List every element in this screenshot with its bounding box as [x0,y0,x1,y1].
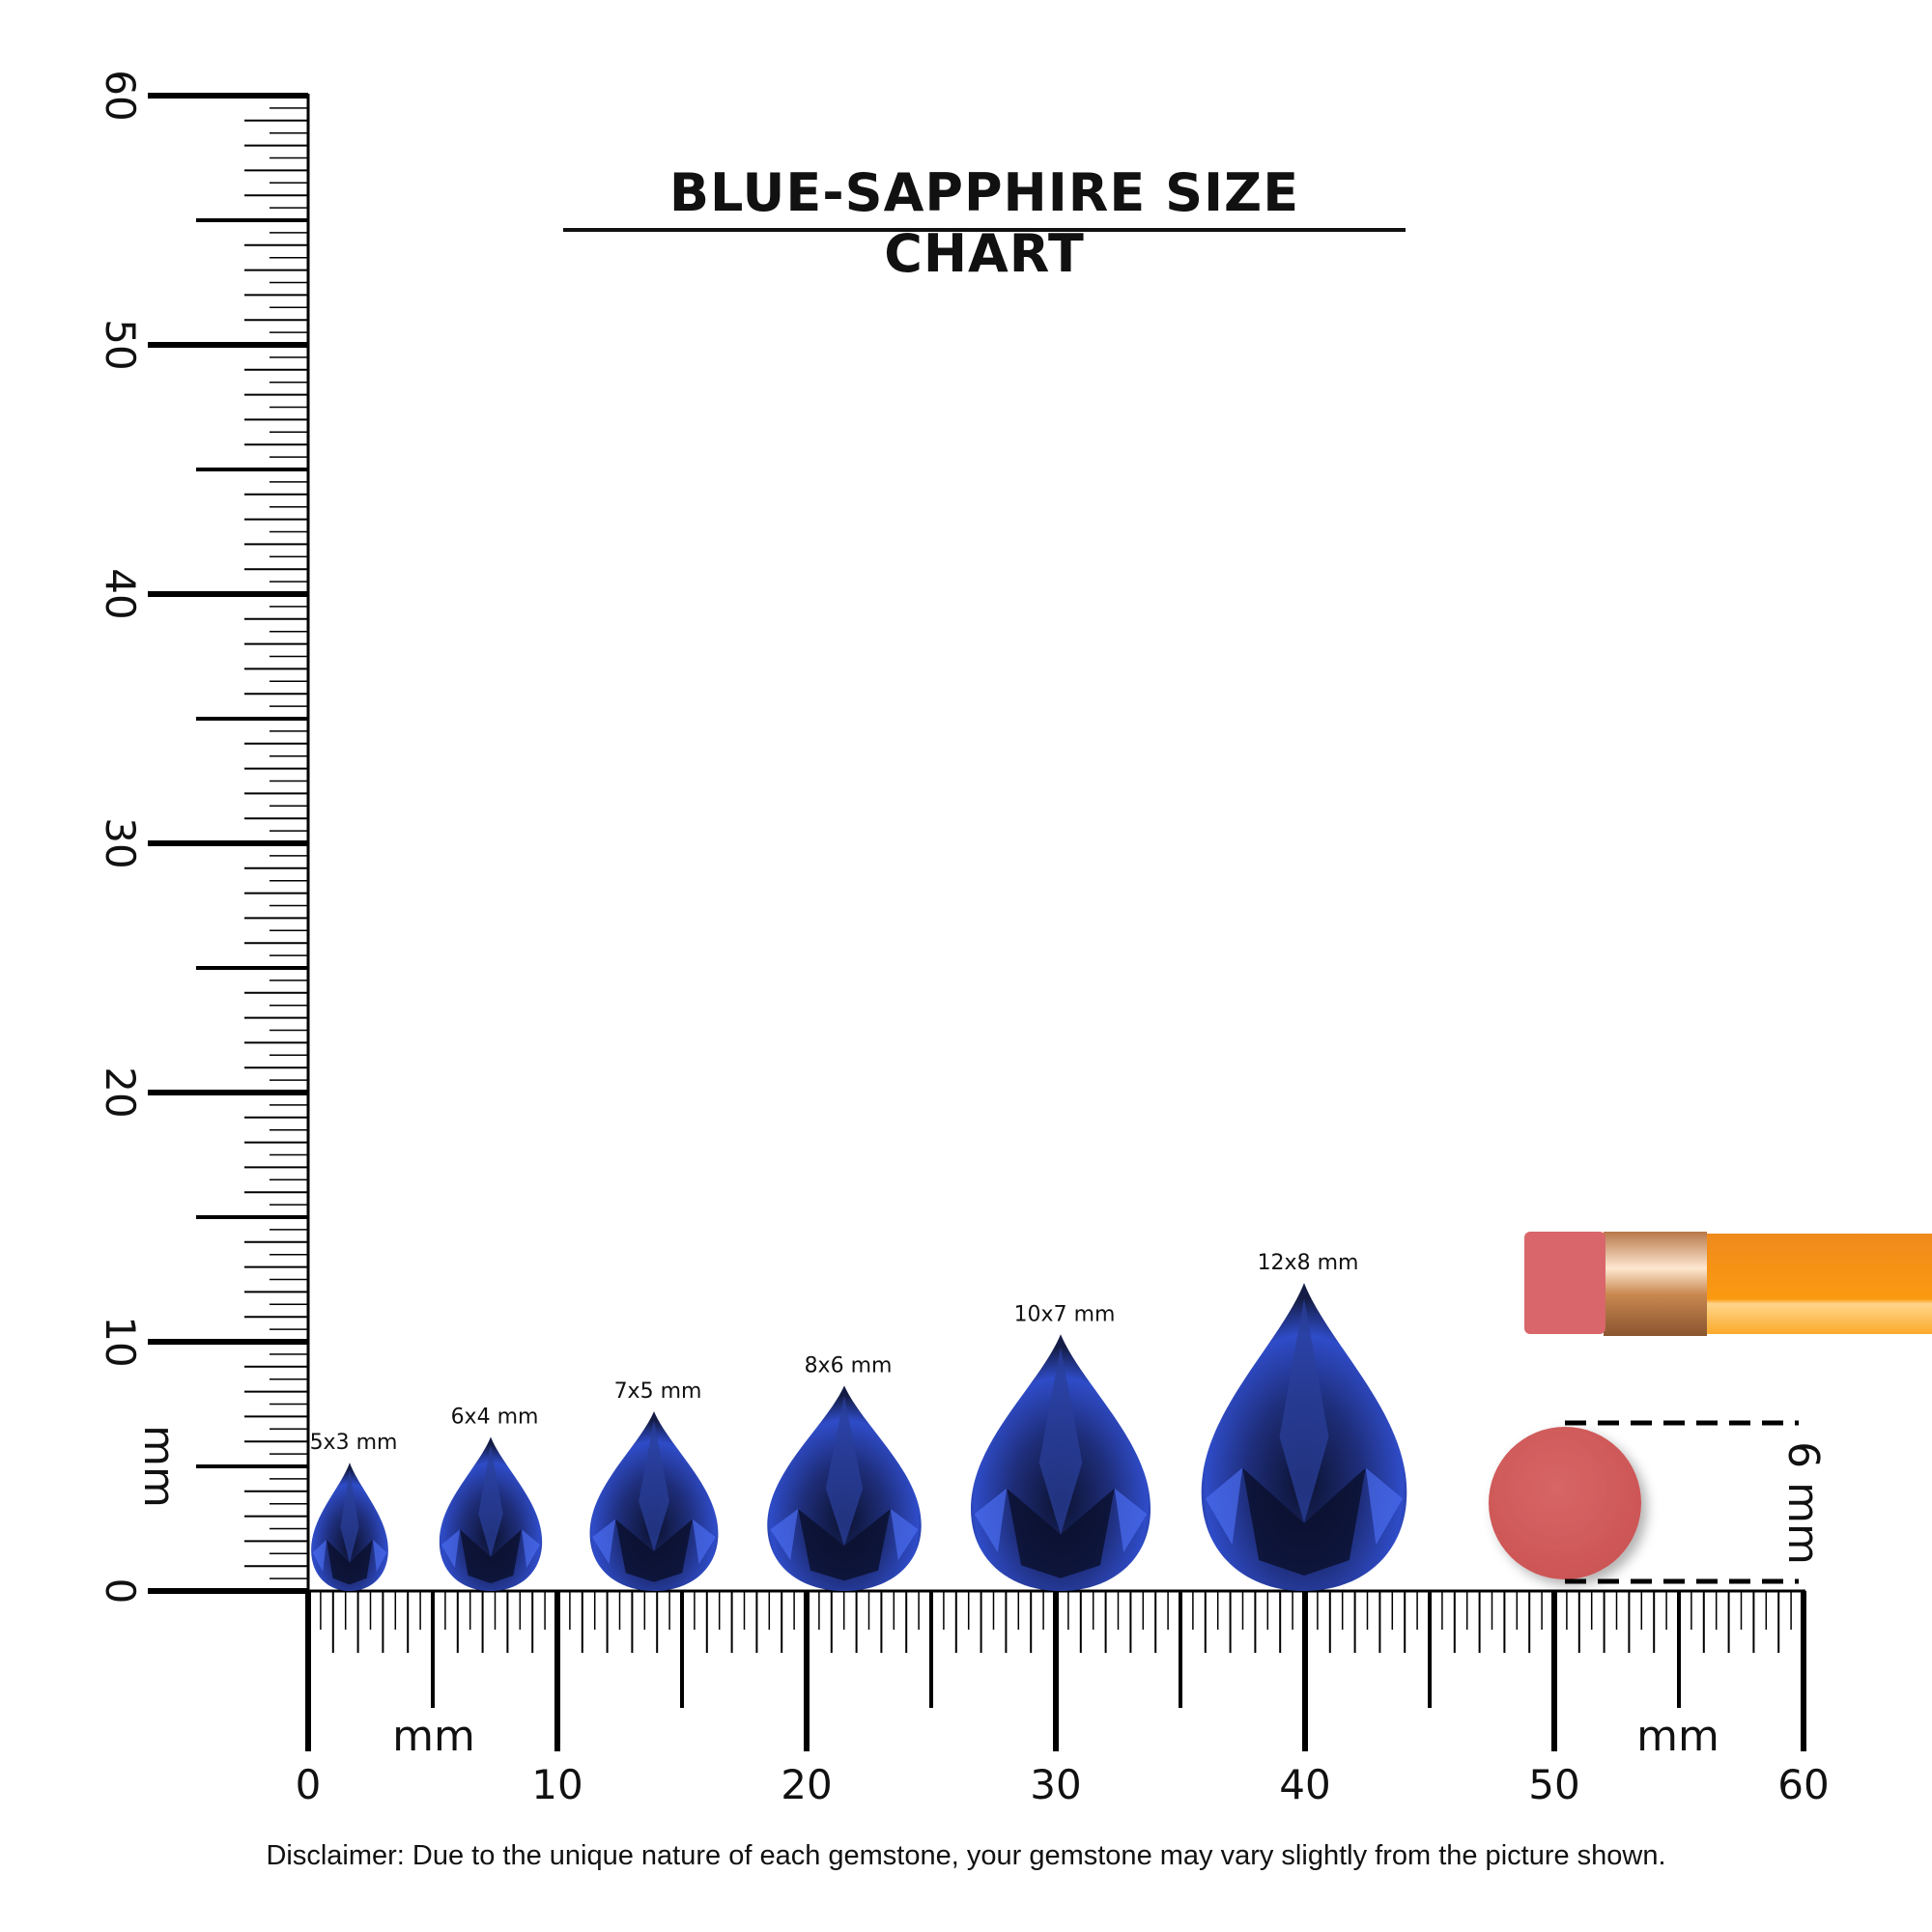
gem-size-label: 8x6 mm [805,1353,893,1378]
vertical-ruler-label: 30 [97,817,144,868]
gem-10x7-mm [970,1334,1151,1591]
horizontal-ruler-label: 50 [1528,1761,1579,1808]
horizontal-unit-label: mm [1636,1712,1719,1761]
gem-facet [327,1539,373,1585]
gem-6x4-mm [439,1436,543,1591]
vertical-ruler-label: 40 [97,568,144,619]
gem-size-label: 7x5 mm [614,1379,702,1404]
gem-size-label: 5x3 mm [310,1431,398,1455]
vertical-ruler-label: 60 [97,70,144,121]
pencil-body [1705,1234,1932,1334]
gem-facet [615,1519,693,1582]
horizontal-ruler-label: 40 [1279,1761,1330,1808]
gem-facet [1007,1488,1115,1578]
horizontal-ruler-label: 60 [1777,1761,1829,1808]
gem-facet [825,1396,864,1547]
gem-7x5-mm [589,1410,719,1591]
vertical-unit-label: mm [134,1425,184,1508]
gem-facet [798,1508,891,1581]
horizontal-ruler-label: 20 [781,1761,832,1808]
horizontal-ruler-label: 30 [1030,1761,1081,1808]
pencil-eraser [1524,1232,1605,1334]
pencil [1524,1232,1932,1336]
gem-size-label: 12x8 mm [1258,1251,1359,1275]
vertical-ruler-label: 0 [97,1578,144,1605]
gem-facet [639,1420,669,1552]
gem-5x3-mm [311,1463,388,1591]
eraser-circle [1489,1427,1641,1579]
horizontal-unit-label: mm [392,1712,475,1761]
gem-size-label: 10x7 mm [1014,1302,1116,1326]
gem-size-label: 6x4 mm [451,1406,539,1430]
vertical-ruler-label: 10 [97,1316,144,1367]
gem-8x6-mm [767,1385,922,1591]
title-underline [563,228,1406,232]
vertical-ruler-label: 50 [97,319,144,370]
horizontal-ruler-label: 0 [296,1761,322,1808]
disclaimer: Disclaimer: Due to the unique nature of … [266,1840,1666,1871]
pencil-ferrule [1604,1232,1707,1336]
gem-facet [1279,1298,1329,1523]
reference-objects: 6 mm [1489,1232,1932,1584]
horizontal-ruler-label: 10 [531,1761,582,1808]
gem-facet [340,1468,359,1563]
vertical-ruler-label: 20 [97,1066,144,1118]
gem-facet [478,1444,503,1557]
gem-facet [1242,1467,1366,1577]
page-title: BLUE-SAPPHIRE SIZE CHART [668,162,1300,284]
reference-size-label: 6 mm [1778,1441,1828,1565]
gem-facet [1038,1347,1083,1535]
gem-facet [460,1529,522,1584]
gem-12x8-mm [1201,1283,1407,1591]
